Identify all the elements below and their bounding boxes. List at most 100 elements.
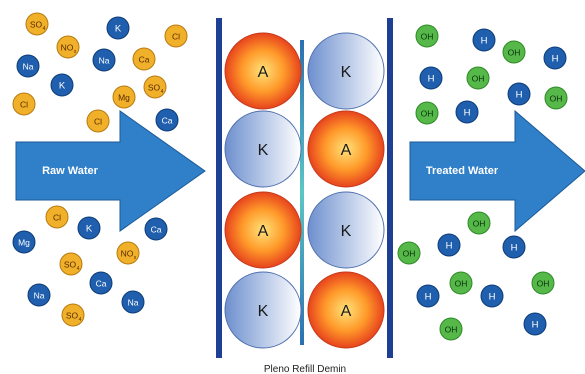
cation-resin-bead: K [224,110,302,188]
ion-label: SO [64,260,77,270]
resin-bead-circle [307,191,385,269]
treated-ion-oh: OH [502,40,526,64]
ion-label: OH [472,74,485,84]
anion-resin-bead: A [307,271,385,349]
ion-label: OH [445,325,458,335]
treated-ion-oh: OH [544,86,568,110]
ion-circle [25,12,49,36]
raw-ion-so4: SO 4 [143,75,167,99]
raw-water-arrow-shape [15,110,206,232]
ion-label: NO [121,249,134,259]
ion-label: H [511,243,518,254]
ion-label: OH [421,32,434,42]
ion-label: OH [508,48,521,58]
ion-circle [77,216,101,240]
raw-ion-ca: Ca [144,217,168,241]
raw-ion-k: K [106,16,130,40]
ion-label: NO [61,43,74,53]
raw-ion-na: Na [27,283,51,307]
ion-circle [45,205,69,229]
ion-circle [507,82,531,106]
treated-ion-oh: OH [467,211,491,235]
raw-ion-na: Na [92,48,116,72]
raw-ion-k: K [50,73,74,97]
ion-circle [467,211,491,235]
ion-circle [59,252,83,276]
ion-label: K [86,224,93,235]
ion-label: OH [473,219,486,229]
raw-ion-mg: Mg [112,85,136,109]
treated-water-label: Treated Water [426,165,499,177]
treated-ion-oh: OH [415,101,439,125]
ion-label: Ca [162,116,173,126]
ion-label: H [532,320,539,331]
ion-circle [455,100,479,124]
ion-circle [121,290,145,314]
resin-bead-label: A [341,142,352,159]
ion-label: OH [550,94,563,104]
cation-resin-bead: K [224,271,302,349]
raw-ion-nox: NO x [116,241,140,265]
raw-ion-cl: Cl [12,92,36,116]
treated-ion-h: H [472,28,496,52]
ion-label: H [446,241,453,252]
ion-subscript: 4 [79,317,82,323]
ion-circle [12,230,36,254]
ion-circle [419,66,443,90]
ion-circle [50,73,74,97]
treated-ion-oh: OH [449,271,473,295]
ion-subscript: 4 [77,266,80,272]
ion-subscript: 4 [161,89,164,95]
ion-circle [472,28,496,52]
ion-circle [144,217,168,241]
anion-resin-bead: A [224,191,302,269]
anion-resin-bead: A [224,32,302,110]
ion-circle [543,46,567,70]
ion-label: H [464,108,471,119]
ion-circle [112,85,136,109]
treated-ion-h: H [416,284,440,308]
resin-bead-circle [224,110,302,188]
ion-circle [61,303,85,327]
ion-label: Ca [151,225,162,235]
treated-ion-h: H [480,284,504,308]
resin-bead-circle [307,110,385,188]
ion-label: H [425,292,432,303]
raw-ion-k: K [77,216,101,240]
resin-beads: A K A K K A K A [224,32,385,349]
treated-water-arrow-shape [409,109,585,233]
raw-water-arrow: Raw Water [15,110,206,232]
resin-bead-circle [224,191,302,269]
ion-circle [531,271,555,295]
ion-label: K [115,24,122,35]
ion-circle [415,101,439,125]
treated-ion-oh: OH [397,241,421,265]
column-wall-left [216,18,222,358]
treated-ion-oh: OH [531,271,555,295]
ion-label: Mg [18,238,30,248]
diagram-caption: Pleno Refill Demin [264,364,346,374]
resin-bead-label: A [341,303,352,320]
raw-ion-cl: Cl [45,205,69,229]
ion-label: Cl [20,100,28,110]
resin-bead-circle [307,32,385,110]
ion-circle [437,233,461,257]
ion-label: SO [66,311,79,321]
ion-label: OH [421,109,434,119]
ion-circle [439,317,463,341]
raw-ion-na: Na [16,54,40,78]
ion-label: H [552,54,559,65]
raw-ion-nox: NO x [56,35,80,59]
raw-ion-ca: Ca [155,108,179,132]
resin-bead-circle [224,32,302,110]
raw-ion-so4: SO 4 [61,303,85,327]
ion-circle [116,241,140,265]
ion-circle [132,47,156,71]
ion-label: Cl [172,32,180,42]
ion-circle [415,24,439,48]
raw-ion-ca: Ca [89,271,113,295]
ion-label: Na [128,298,139,308]
resin-bead-label: A [258,223,269,240]
raw-water-label: Raw Water [42,165,99,177]
treated-ion-h: H [507,82,531,106]
